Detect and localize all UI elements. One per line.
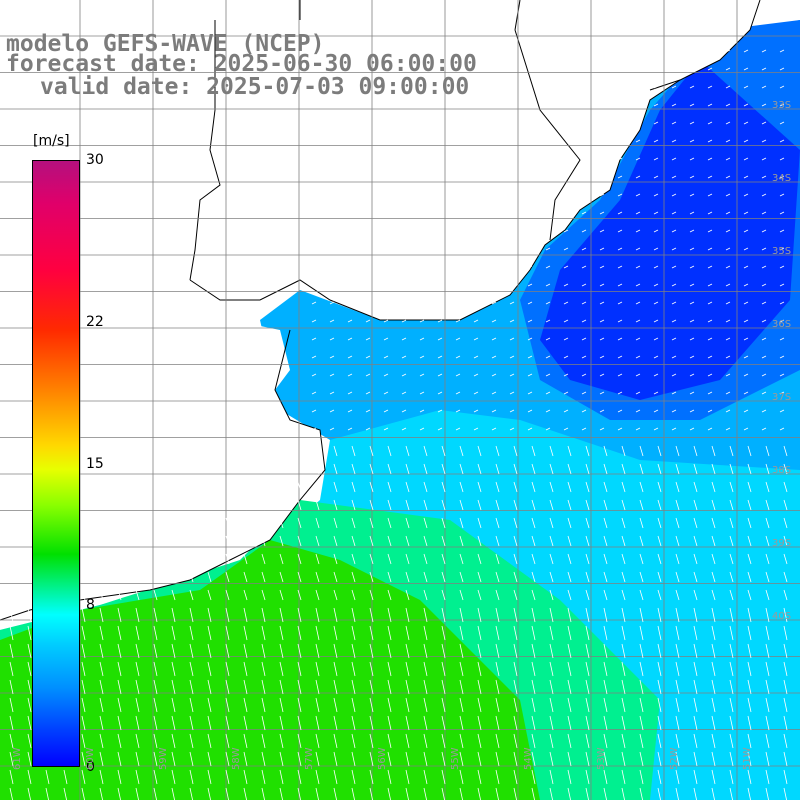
lat-label-40S: 40S [772,611,792,622]
colorbar-tick-15: 15 [86,455,104,472]
colorbar-tick-30: 30 [86,152,104,168]
political-borders [189,0,681,281]
lon-label-51W: 51W [742,747,753,770]
lon-label-52W: 52W [669,747,680,770]
lon-label-56W: 56W [377,747,388,770]
lon-label-61W: 61W [12,747,23,770]
lat-label-38S: 38S [772,465,792,476]
valid-date: valid date: 2025-07-03 09:00:00 [40,74,470,100]
lat-label-34S: 34S [772,173,792,184]
ocean-zone-core [540,60,800,400]
lon-label-58W: 58W [231,747,242,770]
ocean-zone-green [0,540,540,800]
lat-label-35S: 35S [772,246,792,257]
lat-label-39S: 39S [772,538,792,549]
lat-label-37S: 37S [772,392,792,403]
colorbar-tick-8: 8 [86,597,95,614]
lon-label-54W: 54W [523,747,534,770]
colorbar-unit-label: [m/s] [33,133,70,149]
land-mass [0,0,760,620]
forecast-date: forecast date: 2025-06-30 06:00:00 [6,51,477,77]
colorbar-tick-0: 0 [86,759,95,775]
lon-label-57W: 57W [304,747,315,770]
coastline [0,0,761,621]
lon-label-59W: 59W [158,747,169,770]
wind-arrows [9,49,788,800]
lon-label-60W: 60W [85,747,96,770]
colorbar [32,160,80,767]
lat-label-36S: 36S [772,319,792,330]
lat-label-33S: 33S [772,100,792,111]
colorbar-gradient [33,161,79,766]
lon-label-55W: 55W [450,747,461,770]
model-title: modelo GEFS-WAVE (NCEP) [6,31,325,57]
lon-label-53W: 53W [596,747,607,770]
colorbar-tick-22: 22 [86,313,104,330]
